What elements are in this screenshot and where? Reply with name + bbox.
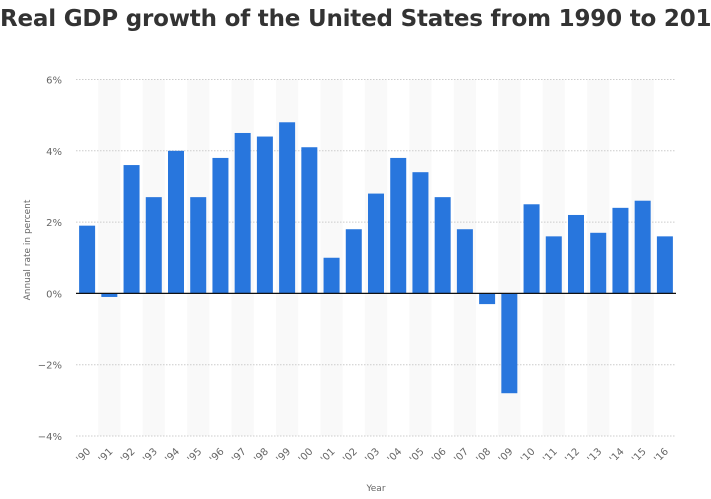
bar xyxy=(656,236,673,294)
bar xyxy=(434,197,451,294)
x-tick-label: '15 xyxy=(630,446,649,465)
x-tick-label: '05 xyxy=(408,446,427,465)
bar xyxy=(234,132,251,294)
x-tick-label: '14 xyxy=(608,446,627,465)
y-tick-label: 6% xyxy=(46,76,62,87)
bar xyxy=(145,197,162,294)
bar xyxy=(256,136,273,294)
x-tick-label: '95 xyxy=(186,446,205,465)
bar xyxy=(345,229,362,294)
column-band xyxy=(98,79,121,436)
x-tick-label: '99 xyxy=(275,446,294,465)
x-tick-label: '97 xyxy=(230,446,249,465)
bar xyxy=(412,172,429,294)
x-tick-label: '93 xyxy=(141,446,160,465)
chart-title: Real GDP growth of the United States fro… xyxy=(0,6,711,32)
x-tick-label: '13 xyxy=(586,446,605,465)
x-tick-label: '02 xyxy=(341,446,360,465)
bar xyxy=(101,293,118,297)
x-tick-label: '08 xyxy=(475,446,494,465)
bar xyxy=(390,157,407,294)
x-tick-label: '98 xyxy=(252,446,271,465)
bar xyxy=(190,197,207,294)
x-tick-label: '16 xyxy=(652,446,671,465)
x-tick-label: '11 xyxy=(541,446,560,465)
bar xyxy=(368,193,384,294)
x-tick-label: '90 xyxy=(75,446,94,465)
bar xyxy=(590,232,607,294)
x-tick-label: '09 xyxy=(497,446,516,465)
bar xyxy=(545,236,562,294)
y-axis-label: Annual rate in percent xyxy=(23,199,33,300)
x-tick-label: '06 xyxy=(430,446,449,465)
x-tick-label: '07 xyxy=(452,446,471,465)
bar xyxy=(612,207,629,294)
y-tick-label: −2% xyxy=(38,361,62,372)
bar xyxy=(523,204,540,294)
bar xyxy=(123,165,140,294)
bar xyxy=(456,229,473,294)
x-axis-label: Year xyxy=(365,484,385,494)
x-tick-label: '03 xyxy=(363,446,382,465)
y-tick-label: 0% xyxy=(46,289,62,300)
x-tick-label: '01 xyxy=(319,446,338,465)
bar xyxy=(79,225,96,294)
y-tick-label: 2% xyxy=(46,218,62,229)
y-tick-label: −4% xyxy=(38,432,62,443)
bar xyxy=(301,147,318,294)
bar xyxy=(634,200,651,294)
x-tick-label: '92 xyxy=(119,446,138,465)
bar xyxy=(501,293,518,394)
bar xyxy=(568,214,584,294)
x-tick-label: '00 xyxy=(297,446,316,465)
bar xyxy=(323,257,340,294)
x-tick-label: '10 xyxy=(519,446,538,465)
y-tick-label: 4% xyxy=(46,147,62,158)
x-tick-label: '96 xyxy=(208,446,227,465)
bar xyxy=(168,150,184,294)
x-tick-label: '12 xyxy=(563,446,582,465)
bar xyxy=(279,122,296,294)
bar xyxy=(479,293,496,305)
x-tick-label: '91 xyxy=(97,446,116,465)
x-tick-label: '94 xyxy=(163,446,182,465)
bar xyxy=(212,157,229,294)
x-tick-label: '04 xyxy=(386,446,405,465)
